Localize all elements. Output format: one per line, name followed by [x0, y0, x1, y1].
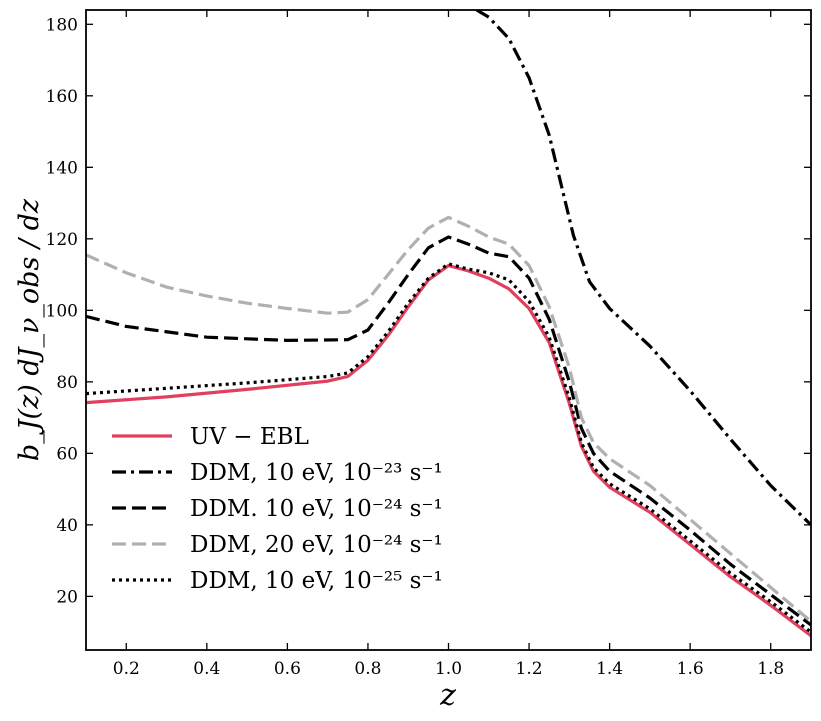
- y-tick-label: 20: [56, 587, 78, 607]
- series-line-5: [86, 262, 811, 634]
- x-tick-label: 1.0: [435, 659, 462, 679]
- x-axis-label: z: [439, 678, 456, 713]
- y-tick-label: 40: [56, 516, 78, 536]
- x-tick-label: 0.4: [193, 659, 220, 679]
- x-tick-label: 1.2: [516, 659, 543, 679]
- x-tick-label: 0.6: [274, 659, 301, 679]
- series-line-4: [86, 215, 811, 623]
- series-line-2: [475, 10, 811, 527]
- legend-label-2: DDM, 10 eV, 10⁻²³ s⁻¹: [190, 460, 443, 486]
- legend-label-1: UV − EBL: [190, 424, 309, 450]
- series-line-1: [86, 264, 811, 637]
- y-axis-label: b_J(z) dJ_ν_obs / dz: [14, 198, 45, 461]
- legend: UV − EBL DDM, 10 eV, 10⁻²³ s⁻¹ DDM. 10 eV,…: [112, 424, 443, 594]
- legend-label-4: DDM, 20 eV, 10⁻²⁴ s⁻¹: [190, 532, 443, 558]
- x-tick-label: 1.4: [596, 659, 623, 679]
- y-tick-label: 180: [46, 15, 78, 35]
- y-tick-label: 60: [56, 444, 78, 464]
- x-tick-label: 0.2: [113, 659, 140, 679]
- y-tick-label: 80: [56, 373, 78, 393]
- tick-layer: 0.2 0.4 0.6 0.8 1.0 1.2 1.4 1.6 1.8 20 40 60 80 100 12…: [46, 10, 811, 679]
- y-tick-label: 140: [46, 158, 78, 178]
- y-tick-label: 100: [46, 301, 78, 321]
- legend-label-5: DDM, 10 eV, 10⁻²⁵ s⁻¹: [190, 568, 443, 594]
- y-tick-label: 120: [46, 230, 78, 250]
- x-tick-label: 1.8: [757, 659, 784, 679]
- series-line-3: [86, 235, 811, 627]
- legend-label-3: DDM. 10 eV, 10⁻²⁴ s⁻¹: [190, 496, 443, 522]
- x-tick-label: 1.6: [677, 659, 704, 679]
- x-tick-label: 0.8: [354, 659, 381, 679]
- series-layer: [86, 10, 811, 637]
- y-tick-label: 160: [46, 87, 78, 107]
